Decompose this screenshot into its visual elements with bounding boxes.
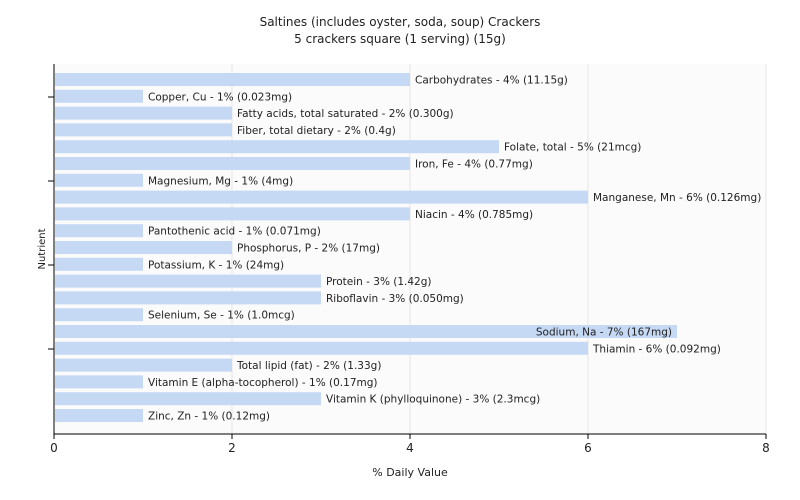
- x-axis-label: % Daily Value: [372, 466, 448, 479]
- y-ticks: [48, 96, 54, 350]
- bar-label: Fatty acids, total saturated - 2% (0.300…: [237, 108, 454, 120]
- x-tick-label: 8: [762, 441, 770, 455]
- bar-label: Manganese, Mn - 6% (0.126mg): [593, 192, 761, 204]
- bar-label: Sodium, Na - 7% (167mg): [536, 327, 672, 339]
- bar: [55, 392, 321, 406]
- x-tick-label: 6: [584, 441, 592, 455]
- bar: [55, 173, 143, 187]
- bar: [55, 73, 410, 86]
- bar-label: Vitamin K (phylloquinone) - 3% (2.3mcg): [326, 394, 540, 406]
- bar-label: Total lipid (fat) - 2% (1.33g): [236, 360, 381, 372]
- bar-label: Iron, Fe - 4% (0.77mg): [415, 159, 533, 171]
- bar-label: Folate, total - 5% (21mcg): [504, 142, 641, 154]
- bar: [55, 157, 410, 170]
- bar: [55, 123, 232, 137]
- bar: [55, 375, 143, 389]
- bar: [55, 241, 232, 254]
- bar: [55, 358, 232, 372]
- x-ticks: 0 2 4 6 8: [50, 434, 770, 455]
- bar-label: Niacin - 4% (0.785mg): [415, 209, 533, 221]
- bar: [55, 190, 588, 204]
- bar: [55, 106, 232, 120]
- bar-label: Magnesium, Mg - 1% (4mg): [148, 175, 293, 187]
- bar: [55, 140, 499, 154]
- chart-title: Saltines (includes oyster, soda, soup) C…: [259, 15, 541, 29]
- bar-label: Potassium, K - 1% (24mg): [148, 259, 284, 271]
- x-tick-label: 2: [228, 441, 236, 455]
- bar-label: Vitamin E (alpha-tocopherol) - 1% (0.17m…: [148, 377, 378, 389]
- bar: [55, 257, 143, 271]
- bar-label: Phosphorus, P - 2% (17mg): [237, 243, 380, 255]
- bar: [55, 325, 677, 338]
- bar: [55, 291, 321, 305]
- x-tick-label: 4: [406, 441, 414, 455]
- bar-label: Protein - 3% (1.42g): [326, 276, 432, 288]
- bar: [55, 308, 143, 322]
- bar-label: Zinc, Zn - 1% (0.12mg): [148, 411, 270, 423]
- y-axis-label: Nutrient: [37, 228, 48, 269]
- bar-label: Fiber, total dietary - 2% (0.4g): [237, 125, 396, 137]
- bar-label: Thiamin - 6% (0.092mg): [592, 343, 721, 355]
- chart-subtitle: 5 crackers square (1 serving) (15g): [294, 32, 506, 46]
- bar: [55, 207, 410, 221]
- bar-label: Pantothenic acid - 1% (0.071mg): [148, 226, 321, 238]
- bar: [55, 409, 143, 422]
- bar: [55, 274, 321, 288]
- bar-label: Carbohydrates - 4% (11.15g): [415, 75, 568, 87]
- bar-label: Copper, Cu - 1% (0.023mg): [148, 91, 292, 103]
- bar-label: Riboflavin - 3% (0.050mg): [326, 293, 464, 305]
- bars: [55, 73, 677, 422]
- bar-labels: Carbohydrates - 4% (11.15g) Copper, Cu - …: [148, 75, 761, 423]
- bar-label: Selenium, Se - 1% (1.0mcg): [148, 310, 295, 322]
- bar: [55, 224, 143, 238]
- bar: [55, 89, 143, 103]
- bar: [55, 341, 588, 355]
- x-tick-label: 0: [50, 441, 58, 455]
